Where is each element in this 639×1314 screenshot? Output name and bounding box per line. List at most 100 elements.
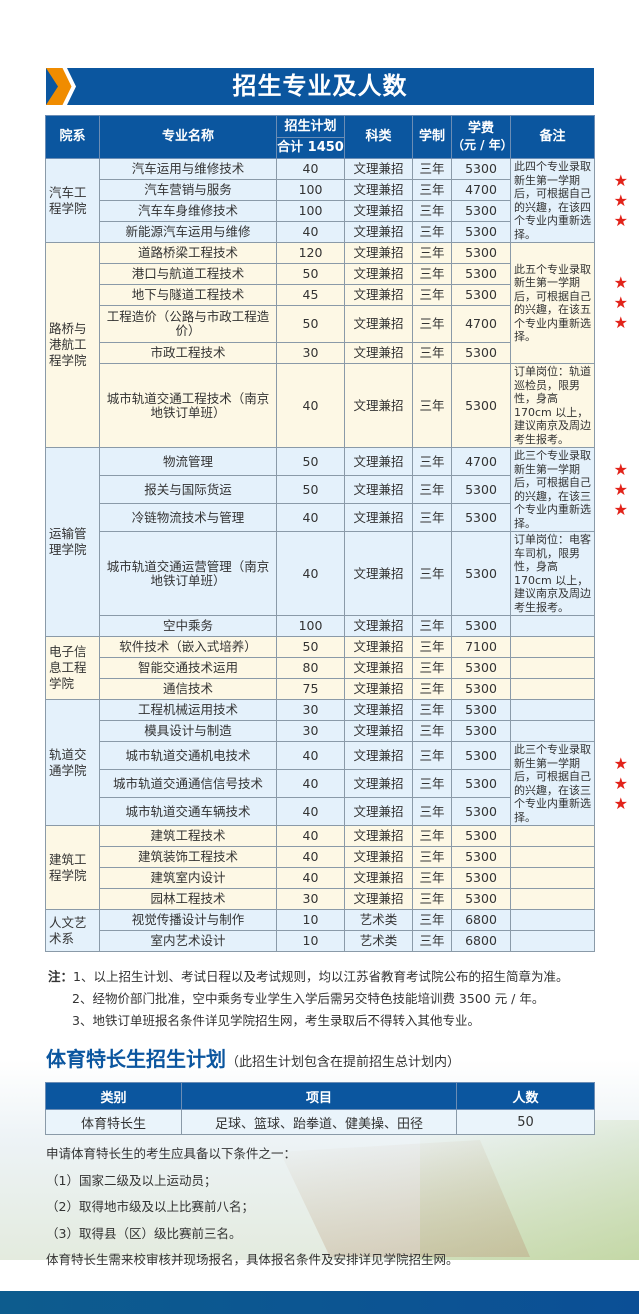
fee-cell: 5300	[451, 200, 511, 222]
major-cell: 道路桥梁工程技术	[99, 242, 277, 264]
years-cell: 三年	[412, 846, 452, 868]
table-row: 电子信息工程学院 软件技术（嵌入式培养） 50 文理兼招 三年 7100	[45, 636, 595, 700]
table-row: 城市轨道交通车辆技术 40 文理兼招 三年 5300	[46, 797, 595, 826]
star-icon: ★	[613, 793, 628, 813]
plan-cell: 40	[276, 825, 345, 847]
plan-cell: 40	[276, 797, 345, 826]
plan-cell: 100	[276, 179, 345, 201]
sports-count: 50	[456, 1109, 595, 1135]
table-row: 城市轨道交通运营管理（南京地铁订单班） 40 文理兼招 三年 5300 订单岗位：电客车司…	[46, 531, 595, 616]
fee-cell: 5300	[451, 769, 511, 798]
major-cell: 城市轨道交通工程技术（南京地铁订单班）	[99, 363, 277, 448]
major-cell: 汽车营销与服务	[99, 179, 277, 201]
years-cell: 三年	[412, 741, 452, 770]
plan-cell: 80	[276, 657, 345, 679]
condition-1: （1）国家二级及以上运动员；	[46, 1172, 217, 1188]
header-fee: 学费 （元 / 年）	[451, 115, 513, 159]
dept-cell: 汽车工程学院	[45, 158, 100, 243]
table-row: 运输管理学院 物流管理 50 文理兼招 三年 4700 此三个专业录取新生第一学期后，可根据…	[45, 447, 628, 637]
remark-cell: 订单岗位：轨道巡检员，限男性，身高 170cm 以上，建议南京及周边考生报考。	[510, 363, 595, 448]
major-cell: 软件技术（嵌入式培养）	[99, 636, 277, 658]
major-cell: 城市轨道交通机电技术	[99, 741, 277, 770]
fee-cell: 5300	[451, 531, 511, 616]
major-cell: 新能源汽车运用与维修	[99, 221, 277, 243]
category-cell: 文理兼招	[344, 615, 413, 637]
category-cell: 文理兼招	[344, 720, 413, 742]
plan-cell: 50	[276, 636, 345, 658]
note-lead: 注：	[48, 969, 74, 984]
dept-cell: 轨道交通学院	[45, 699, 100, 826]
table-row: 空中乘务 100 文理兼招 三年 5300	[46, 615, 595, 637]
stars: ★ ★ ★	[614, 275, 628, 331]
category-cell: 文理兼招	[344, 200, 413, 222]
major-cell: 建筑装饰工程技术	[99, 846, 277, 868]
years-cell: 三年	[412, 342, 452, 364]
years-cell: 三年	[412, 930, 452, 952]
plan-cell: 40	[276, 363, 345, 448]
dept-cell: 建筑工程学院	[45, 825, 100, 910]
years-cell: 三年	[412, 825, 452, 847]
category-cell: 文理兼招	[344, 657, 413, 679]
major-cell: 建筑室内设计	[99, 867, 277, 889]
table-row: 模具设计与制造 30 文理兼招 三年 5300	[46, 720, 595, 742]
dept-cell: 路桥与港航工程学院	[45, 242, 100, 448]
major-cell: 城市轨道交通车辆技术	[99, 797, 277, 826]
majors-table-body: 汽车工程学院 汽车运用与维修技术 40 文理兼招 三年 5300 此四个专业录取新生第一学期…	[45, 158, 628, 952]
major-cell: 地下与隧道工程技术	[99, 284, 277, 306]
note-1: 注：1、以上招生计划、考试日程以及考试规则，均以江苏省教育考试院公布的招生简章为…	[48, 966, 594, 988]
plan-cell: 10	[276, 930, 345, 952]
sports-subtitle: （此招生计划包含在提前招生总计划内）	[226, 1055, 461, 1070]
table-row: 体育特长生 足球、篮球、跆拳道、健美操、田径 50	[45, 1109, 595, 1135]
remark-cell	[510, 867, 595, 889]
fee-cell: 6800	[451, 930, 511, 952]
fee-cell: 5300	[451, 741, 511, 770]
condition-2: （2）取得地市级及以上比赛前八名；	[46, 1199, 254, 1214]
fee-cell: 5300	[451, 867, 511, 889]
category-cell: 文理兼招	[344, 158, 413, 180]
star-icon: ★	[613, 293, 628, 312]
plan-cell: 40	[276, 221, 345, 243]
remark-cell	[510, 615, 595, 637]
fee-cell: 7100	[451, 636, 511, 658]
years-cell: 三年	[412, 657, 452, 679]
star-icon: ★	[613, 170, 628, 190]
category-cell: 文理兼招	[344, 867, 413, 889]
sports-title: 体育特长生招生计划	[46, 1047, 226, 1071]
remark-cell	[510, 699, 595, 721]
table-row: 建筑装饰工程技术 40 文理兼招 三年 5300	[46, 846, 595, 868]
plan-cell: 45	[276, 284, 345, 306]
years-cell: 三年	[412, 867, 452, 889]
note-2: 2、经物价部门批准，空中乘务专业学生入学后需另交特色技能培训费 3500 元 /…	[72, 991, 545, 1006]
table-row: 路桥与港航工程学院 道路桥梁工程技术 120 文理兼招 三年 5300 此五个专业录取新生第…	[45, 242, 628, 448]
header-dept: 院系	[45, 115, 100, 159]
years-cell: 三年	[412, 699, 452, 721]
fee-cell: 5300	[451, 720, 511, 742]
header-plan-total: 合计 1450	[276, 137, 345, 159]
remark-cell	[510, 657, 595, 679]
major-cell: 物流管理	[99, 447, 277, 476]
table-row: 汽车营销与服务 100 文理兼招 三年 4700	[46, 179, 595, 201]
fee-cell: 5300	[451, 846, 511, 868]
major-cell: 室内艺术设计	[99, 930, 277, 952]
fee-cell: 5300	[451, 221, 511, 243]
conditions-intro: 申请体育特长生的考生应具备以下条件之一：	[46, 1146, 297, 1161]
major-cell: 工程造价（公路与市政工程造价）	[99, 305, 277, 343]
star-icon: ★	[613, 190, 628, 210]
fee-cell: 5300	[451, 678, 511, 700]
category-cell: 文理兼招	[344, 305, 413, 343]
category-cell: 文理兼招	[344, 531, 413, 616]
category-cell: 文理兼招	[344, 797, 413, 826]
years-cell: 三年	[412, 263, 452, 285]
fee-cell: 4700	[451, 305, 511, 343]
plan-cell: 50	[276, 305, 345, 343]
category-cell: 文理兼招	[344, 769, 413, 798]
stars: ★ ★ ★	[614, 461, 628, 518]
conditions-footer: 体育特长生需来校审核并现场报名，具体报名条件及安排详见学院招生网。	[46, 1252, 459, 1267]
fee-cell: 5300	[451, 284, 511, 306]
years-cell: 三年	[412, 615, 452, 637]
years-cell: 三年	[412, 769, 452, 798]
remark-text: 此三个专业录取新生第一学期后，可根据自己的兴趣，在该三个专业内重新选择。	[514, 449, 591, 530]
fee-cell: 5300	[451, 158, 511, 180]
remark-cell	[510, 909, 595, 931]
